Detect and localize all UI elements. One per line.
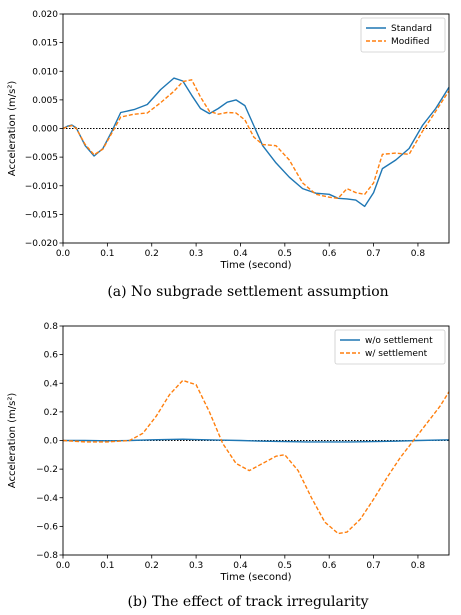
legend-label: Standard xyxy=(391,24,432,34)
y-tick-label: 0.010 xyxy=(32,67,58,77)
y-tick-label: 0.4 xyxy=(44,379,59,389)
legend-box xyxy=(334,329,446,365)
x-tick-label: 0.0 xyxy=(56,561,71,571)
y-tick-label: −0.010 xyxy=(25,182,59,192)
x-tick-label: 0.7 xyxy=(366,561,380,571)
y-tick-label: 0.005 xyxy=(32,96,58,106)
x-tick-label: 0.3 xyxy=(189,561,203,571)
legend-label: w/ settlement xyxy=(365,349,428,359)
x-tick-label: 0.5 xyxy=(278,249,292,259)
y-tick-label: −0.020 xyxy=(25,239,59,249)
x-tick-label: 0.4 xyxy=(233,249,248,259)
y-axis-label: Acceleration (m/s²) xyxy=(7,81,18,177)
y-axis-label: Acceleration (m/s²) xyxy=(7,393,18,489)
y-tick-label: 0.015 xyxy=(32,39,58,49)
y-tick-label: −0.4 xyxy=(36,494,58,504)
x-tick-label: 0.1 xyxy=(100,561,114,571)
x-tick-label: 0.8 xyxy=(411,249,426,259)
figure-caption: (a) No subgrade settlement assumption xyxy=(107,284,388,300)
x-axis-label: Time (second) xyxy=(219,572,291,583)
x-tick-label: 0.2 xyxy=(145,249,159,259)
y-tick-label: 0.6 xyxy=(44,351,59,361)
y-tick-label: −0.2 xyxy=(36,465,58,475)
y-tick-label: 0.2 xyxy=(44,408,58,418)
x-tick-label: 0.8 xyxy=(411,561,426,571)
series-line-dashed xyxy=(62,379,450,535)
x-tick-label: 0.0 xyxy=(56,249,71,259)
x-axis-label: Time (second) xyxy=(219,260,291,271)
chart-panel-b: 0.0 0.1 0.2 0.3 0.4 0.5 0.6 0.7 0.8 0.8 0.6 0.4 0.2 0… xyxy=(7,322,450,610)
legend-label: w/o settlement xyxy=(365,336,433,346)
y-tick-label: −0.8 xyxy=(36,551,58,561)
legend-label: Modified xyxy=(391,37,429,47)
x-tick-label: 0.6 xyxy=(322,249,337,259)
series-line-dashed xyxy=(62,79,450,200)
y-tick-label: 0.8 xyxy=(44,322,59,332)
y-tick-label: 0.0 xyxy=(44,437,59,447)
x-tick-label: 0.4 xyxy=(233,561,248,571)
chart-panel-a: 0.0 0.1 0.2 0.3 0.4 0.5 0.6 0.7 0.8 0.020 0.015 0.0… xyxy=(7,10,450,300)
y-tick-label: 0.000 xyxy=(32,125,58,135)
legend-box xyxy=(360,17,446,53)
y-tick-label: −0.005 xyxy=(25,153,58,163)
series-line-solid xyxy=(62,77,450,208)
x-tick-label: 0.3 xyxy=(189,249,203,259)
x-tick-label: 0.6 xyxy=(322,561,337,571)
x-tick-label: 0.5 xyxy=(278,561,292,571)
y-tick-label: −0.015 xyxy=(25,210,58,220)
x-tick-label: 0.1 xyxy=(100,249,114,259)
y-tick-label: −0.6 xyxy=(36,522,58,532)
x-tick-label: 0.7 xyxy=(366,249,380,259)
figure-caption: (b) The effect of track irregularity xyxy=(127,594,368,610)
x-tick-label: 0.2 xyxy=(145,561,159,571)
y-tick-label: 0.020 xyxy=(32,10,58,20)
